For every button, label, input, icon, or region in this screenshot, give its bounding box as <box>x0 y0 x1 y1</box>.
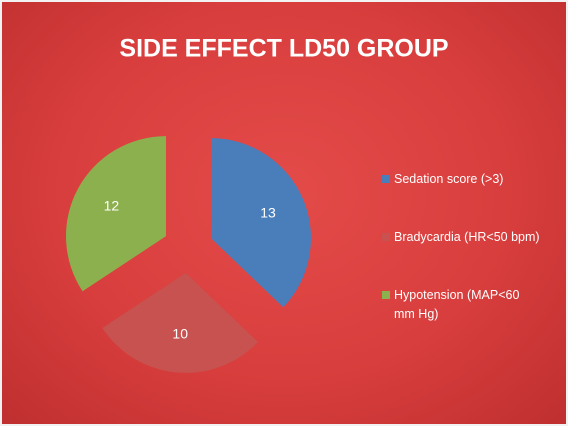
legend-label: Hypotension (MAP<60 mm Hg) <box>394 288 520 321</box>
data-label: 12 <box>104 197 120 213</box>
data-label: 10 <box>172 325 188 341</box>
chart-title: SIDE EFFECT LD50 GROUP <box>119 35 448 63</box>
pie-slice <box>210 138 311 308</box>
legend-item: Sedation score (>3) <box>382 170 562 228</box>
legend: Sedation score (>3) Bradycardia (HR<50 bp… <box>382 170 562 324</box>
pie-slice <box>65 136 166 292</box>
legend-swatch <box>382 233 390 241</box>
legend-item: Hypotension (MAP<60 mm Hg) <box>382 286 522 324</box>
legend-swatch <box>382 291 390 299</box>
legend-swatch <box>382 175 390 183</box>
legend-item: Bradycardia (HR<50 bpm) <box>382 228 562 286</box>
legend-label: Sedation score (>3) <box>394 172 504 186</box>
legend-label: Bradycardia (HR<50 bpm) <box>394 230 540 244</box>
pie-slice <box>102 272 259 373</box>
data-label: 13 <box>260 205 276 221</box>
